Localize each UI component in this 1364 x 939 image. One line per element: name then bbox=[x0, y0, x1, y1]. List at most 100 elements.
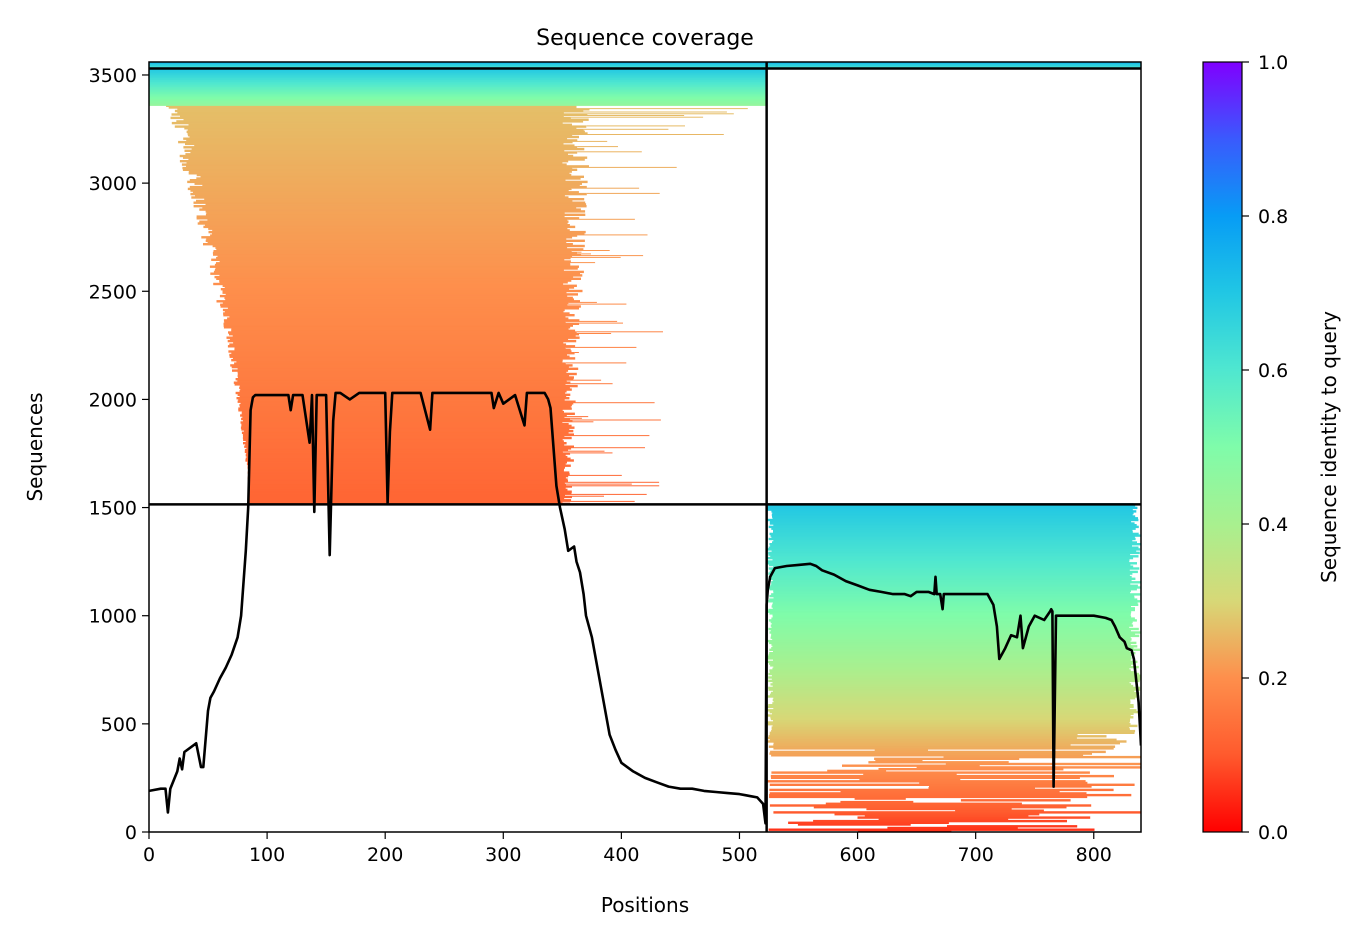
alignment-row bbox=[771, 678, 1141, 681]
colorbar-tick-label: 0.0 bbox=[1258, 822, 1288, 844]
alignment-row bbox=[767, 780, 1086, 783]
alignment-row-extension bbox=[589, 108, 748, 110]
alignment-row bbox=[772, 667, 1130, 670]
alignment-row-extension bbox=[564, 111, 727, 113]
alignment-row bbox=[177, 108, 590, 111]
alignment-row bbox=[770, 691, 1140, 695]
alignment-row bbox=[955, 809, 1044, 812]
alignment-row bbox=[767, 562, 1137, 565]
alignment-row-extension bbox=[579, 322, 623, 324]
colorbar-axis: 0.0 0.2 0.4 0.6 0.8 1.0 bbox=[1242, 52, 1288, 844]
alignment-row bbox=[237, 393, 571, 396]
alignment-row bbox=[185, 142, 564, 146]
alignment-row bbox=[768, 537, 1136, 541]
alignment-row bbox=[223, 326, 571, 329]
alignment-row bbox=[234, 348, 571, 351]
alignment-row bbox=[766, 695, 1140, 698]
alignment-row bbox=[231, 329, 576, 332]
alignment-row bbox=[771, 726, 1130, 729]
alignment-row bbox=[212, 229, 570, 232]
alignment-row bbox=[227, 339, 577, 343]
alignment-row bbox=[243, 435, 565, 438]
alignment-row bbox=[769, 648, 1140, 651]
alignment-row bbox=[766, 655, 1131, 658]
x-tick-label: 800 bbox=[1076, 844, 1112, 866]
alignment-row bbox=[184, 149, 565, 152]
alignment-row bbox=[194, 182, 582, 185]
alignment-row bbox=[235, 378, 574, 381]
alignment-row bbox=[767, 560, 1130, 563]
x-tick-label: 500 bbox=[721, 844, 757, 866]
alignment-row bbox=[248, 485, 572, 488]
alignment-row bbox=[773, 591, 1130, 594]
alignment-row-extension bbox=[572, 419, 661, 421]
alignment-row bbox=[773, 596, 1135, 600]
alignment-row bbox=[766, 709, 1137, 712]
alignment-row-extension bbox=[570, 417, 582, 419]
alignment-row-extension bbox=[562, 450, 605, 452]
alignment-row bbox=[189, 135, 579, 139]
alignment-row bbox=[244, 450, 563, 454]
alignment-row bbox=[219, 281, 568, 284]
coverage-line-group bbox=[149, 391, 1141, 825]
alignment-row bbox=[771, 776, 1080, 779]
alignment-row bbox=[916, 766, 1141, 769]
alignment-row bbox=[174, 125, 587, 128]
alignment-row-extension bbox=[577, 151, 642, 153]
alignment-row bbox=[768, 653, 1133, 657]
y-tick-label: 1500 bbox=[89, 498, 137, 520]
alignment-row-extension bbox=[573, 402, 655, 404]
alignment-row-extension bbox=[564, 435, 650, 437]
alignment-row bbox=[773, 697, 1136, 700]
alignment-row bbox=[248, 474, 569, 478]
alignment-row bbox=[840, 790, 1060, 793]
alignment-row bbox=[229, 355, 570, 358]
alignment-row bbox=[248, 481, 565, 485]
alignment-row bbox=[874, 757, 1020, 760]
x-tick-label: 400 bbox=[603, 844, 639, 866]
alignment-row bbox=[237, 374, 570, 377]
alignment-row bbox=[866, 807, 1012, 811]
x-axis: 0 100 200 300 400 500 600 700 800 bbox=[143, 832, 1112, 866]
alignment-row bbox=[771, 674, 1141, 677]
alignment-row bbox=[943, 755, 1141, 759]
alignment-row bbox=[772, 645, 1138, 648]
alignment-row bbox=[243, 429, 574, 433]
colorbar bbox=[1202, 61, 1243, 833]
alignment-row bbox=[241, 417, 571, 421]
alignment-row bbox=[179, 154, 574, 158]
alignment-row bbox=[241, 424, 572, 428]
alignment-row bbox=[770, 664, 1131, 667]
alignment-row-extension bbox=[565, 383, 613, 385]
alignment-row bbox=[220, 305, 581, 308]
alignment-row bbox=[149, 72, 767, 75]
alignment-row bbox=[247, 471, 570, 474]
alignment-row bbox=[204, 198, 585, 201]
alignment-row bbox=[768, 828, 1095, 831]
alignment-row bbox=[224, 320, 566, 324]
alignment-row bbox=[212, 251, 578, 255]
alignment-row bbox=[769, 693, 1139, 696]
alignment-row bbox=[206, 211, 565, 215]
alignment-row bbox=[239, 395, 567, 398]
alignment-row bbox=[186, 161, 563, 165]
alignment-row bbox=[960, 799, 1071, 802]
alignment-row bbox=[222, 289, 583, 293]
alignment-row bbox=[200, 175, 584, 178]
alignment-row bbox=[878, 768, 1064, 771]
alignment-row bbox=[149, 101, 767, 105]
alignment-row bbox=[772, 684, 1134, 688]
alignment-row bbox=[840, 800, 914, 804]
alignment-row bbox=[788, 821, 949, 824]
alignment-row bbox=[213, 282, 564, 286]
alignment-row bbox=[769, 522, 1135, 525]
alignment-row bbox=[248, 473, 570, 476]
alignment-row-extension bbox=[567, 303, 627, 305]
alignment-row bbox=[232, 334, 576, 338]
alignment-row bbox=[149, 63, 1141, 66]
alignment-row bbox=[191, 147, 585, 151]
alignment-row bbox=[771, 582, 1131, 586]
alignment-row bbox=[769, 804, 1092, 807]
alignment-row bbox=[770, 544, 1132, 548]
alignment-row bbox=[183, 146, 578, 149]
